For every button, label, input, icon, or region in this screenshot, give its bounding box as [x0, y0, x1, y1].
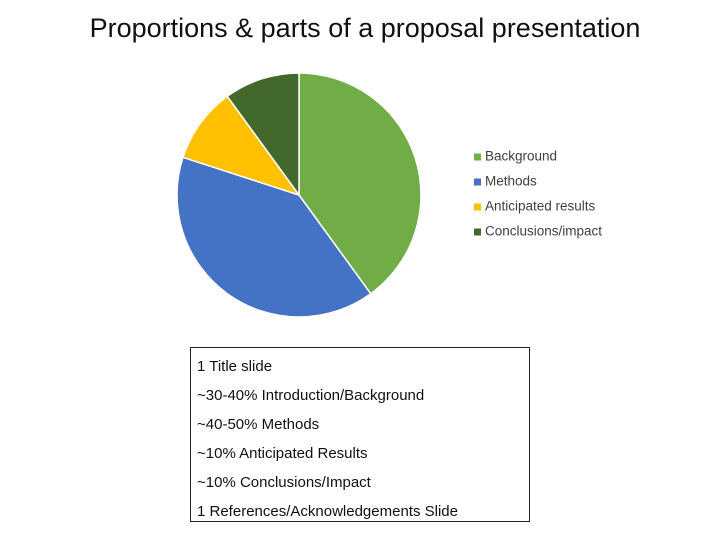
text-line: ~10% Anticipated Results: [197, 445, 368, 462]
legend-marker: [474, 203, 481, 211]
pie-slice: [176, 156, 372, 318]
pie-slice: [182, 95, 301, 197]
legend-marker: [474, 178, 481, 186]
chart: Proportions & parts of a proposal presen…: [90, 13, 641, 318]
legend-label: Background: [485, 149, 557, 164]
text-line: 1 Title slide: [197, 358, 273, 375]
legend-label: Methods: [485, 174, 537, 189]
text-box: 1 Title slide ~30-40% Introduction/Backgr…: [190, 347, 530, 522]
legend-label: Conclusions/impact: [485, 224, 602, 239]
text-line: ~10% Conclusions/Impact: [197, 474, 371, 491]
chart-title: Proportions & parts of a proposal presen…: [90, 13, 641, 43]
legend-marker: [474, 153, 481, 161]
text-line: ~40-50% Methods: [197, 416, 320, 433]
text-line: ~30-40% Introduction/Background: [197, 387, 425, 404]
text-line: 1 References/Acknowledgements Slide: [197, 503, 458, 520]
legend-marker: [474, 228, 481, 236]
legend-label: Anticipated results: [485, 199, 596, 214]
pie-slice: [226, 72, 300, 198]
pie-slice: [298, 72, 422, 295]
